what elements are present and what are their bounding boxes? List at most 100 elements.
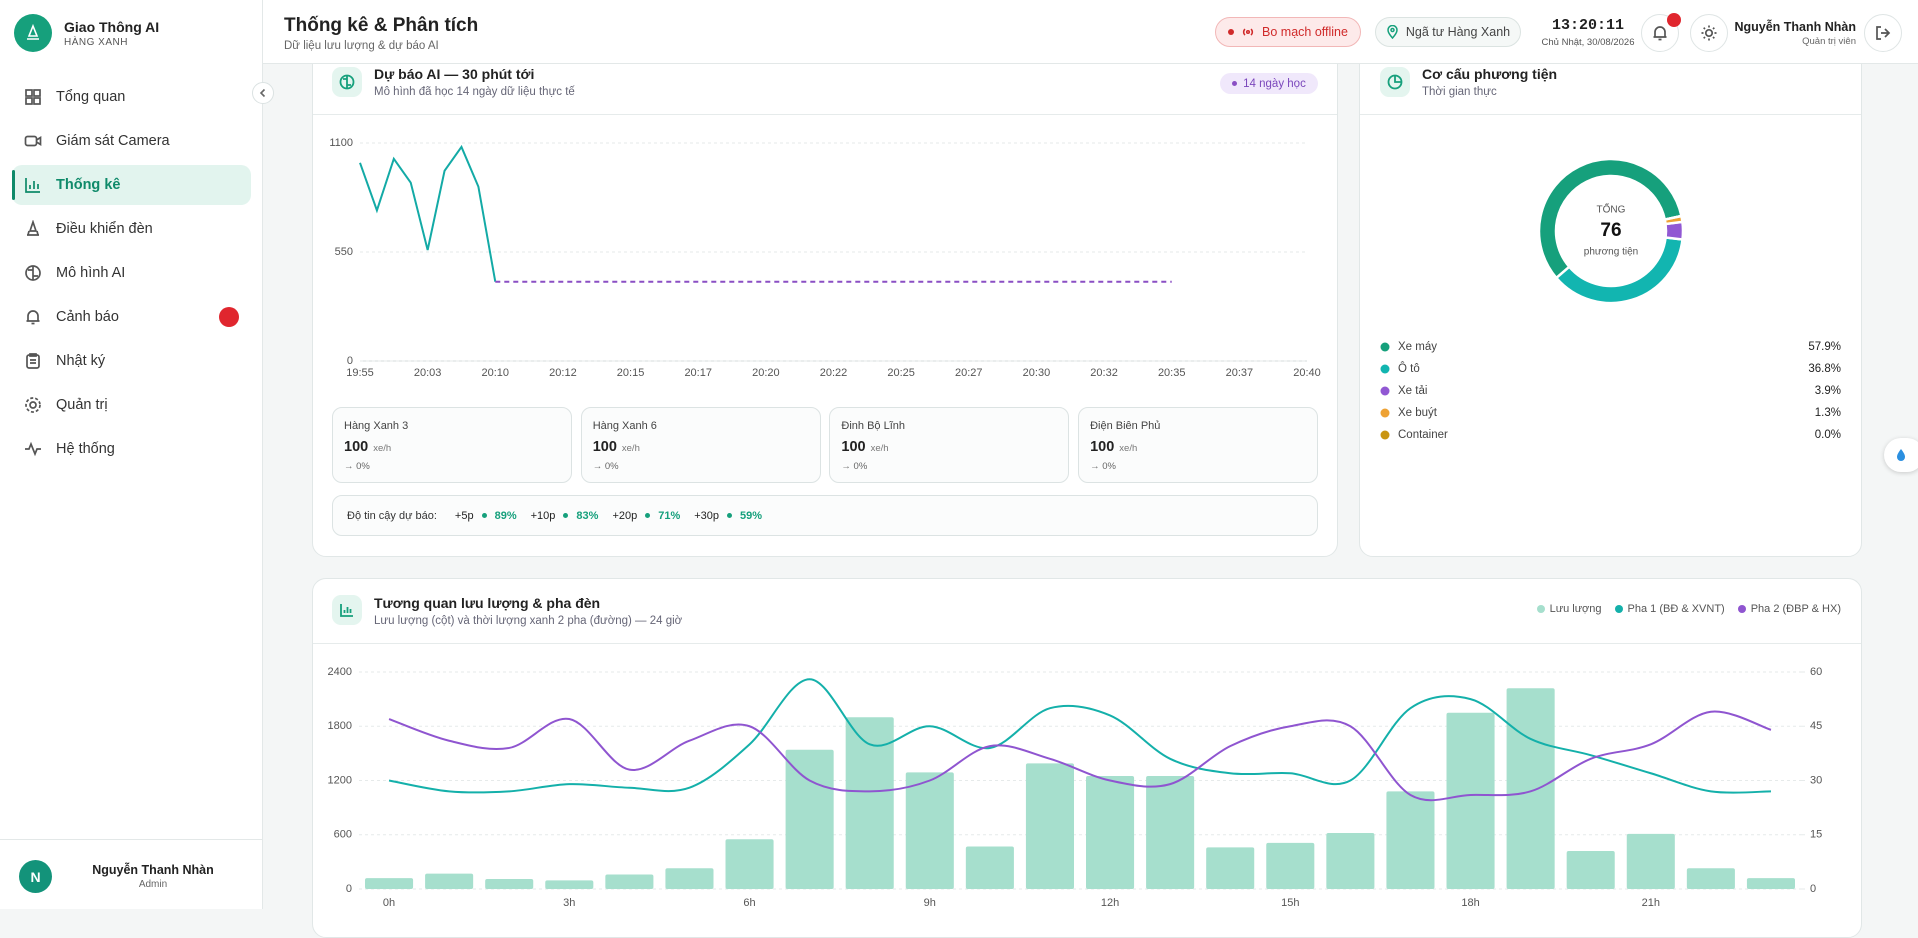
y-tick-label: 0 [346, 883, 352, 895]
sensor-card: Điện Biên Phủ 100 xe/h → 0% [1078, 407, 1319, 483]
nav-item[interactable]: Giám sát Camera [12, 121, 251, 161]
legend-item: Lưu lượng [1536, 603, 1602, 615]
collapse-button[interactable] [252, 82, 274, 104]
sensor-name: Hàng Xanh 6 [592, 420, 657, 432]
brand: Giao Thông AI [64, 19, 160, 35]
sensor-unit: xe/h [1119, 443, 1138, 454]
y-tick-label: 2400 [328, 666, 352, 678]
divider [0, 839, 263, 840]
donut-center-label: TỔNG [1597, 203, 1626, 216]
legend-value: 3.9% [1815, 385, 1841, 397]
confidence-value: 59% [740, 509, 763, 522]
theme-button[interactable] [1690, 14, 1728, 52]
legend-label: Xe tải [1398, 385, 1427, 397]
y-tick-label: 1100 [329, 137, 353, 149]
legend-swatch [1380, 364, 1390, 374]
x-tick-label: 20:40 [1293, 367, 1321, 379]
x-tick-label: 19:55 [346, 367, 374, 379]
sensor-name: Đinh Bộ Lĩnh [841, 420, 905, 432]
logout-button[interactable] [1864, 14, 1902, 52]
x-tick-label: 20:10 [482, 367, 510, 379]
user-role: Admin [138, 879, 168, 890]
bar [1326, 832, 1375, 889]
nav-item[interactable]: Tổng quan [12, 77, 251, 117]
confidence-horizon: +5p [454, 509, 474, 522]
divider [313, 114, 1337, 115]
nav-label: Điều khiển đèn [56, 221, 153, 237]
x-tick-label: 20:27 [955, 367, 983, 379]
sensor-reading: 100 xe/h [344, 439, 391, 455]
x-tick-label: 20:32 [1090, 367, 1118, 379]
y2-tick-label: 60 [1810, 666, 1822, 678]
x-tick-label: 9h [924, 897, 936, 909]
y-tick-label: 1200 [328, 774, 352, 786]
x-tick-label: 20:03 [414, 367, 442, 379]
nav-label: Tổng quan [56, 89, 126, 105]
sensor-value: 100 [592, 439, 617, 455]
bar [1746, 878, 1795, 889]
page-subtitle: Dữ liệu lưu lượng & dự báo AI [284, 40, 439, 52]
status-dot [1228, 29, 1235, 35]
sensor-card: Hàng Xanh 3 100 xe/h → 0% [332, 407, 572, 483]
active-indicator [12, 170, 15, 200]
x-tick-label: 20:15 [617, 367, 645, 379]
y-tick-label: 1800 [328, 720, 352, 732]
sensor-change: → 0% [1090, 461, 1116, 472]
bar [425, 873, 474, 889]
x-tick-label: 15h [1281, 897, 1299, 909]
nav-label: Hệ thống [56, 441, 115, 457]
notification-dot [1667, 13, 1681, 27]
floating-button[interactable] [1884, 438, 1918, 472]
confidence-box: Độ tin cậy dự báo: +5p 89% +10p 83% +20p 71% +… [332, 495, 1318, 536]
bar [1146, 775, 1195, 889]
nav-item[interactable]: Điều khiển đèn [12, 209, 251, 249]
confidence-dot [645, 513, 651, 518]
card-subtitle: Mô hình đã học 14 ngày dữ liệu thực tế [374, 86, 575, 98]
location-text: Ngã tư Hàng Xanh [1405, 25, 1511, 39]
header: Thống kê & Phân tích Dữ liệu lưu lượng &… [263, 0, 1918, 64]
x-tick-label: 20:17 [684, 367, 712, 379]
card-title: Dự báo AI — 30 phút tới [374, 66, 535, 82]
nav-item[interactable]: Mô hình AI [12, 253, 251, 293]
legend-item: Pha 1 (BĐ & XVNT) [1614, 603, 1725, 615]
nav-item[interactable]: Cảnh báo [12, 297, 251, 337]
legend-value: 1.3% [1815, 407, 1841, 419]
confidence-horizon: +30p [694, 509, 720, 522]
nav-item[interactable]: Thống kê [12, 165, 251, 205]
confidence-dot [727, 513, 733, 518]
nav-label: Mô hình AI [56, 265, 126, 281]
sensor-change: → 0% [841, 461, 868, 472]
x-tick-label: 20:35 [1158, 367, 1186, 379]
x-tick-label: 20:12 [549, 367, 577, 379]
header-user: Nguyễn Thanh Nhàn [1734, 20, 1856, 34]
nav-item[interactable]: Nhật ký [12, 341, 251, 381]
pin-icon [1387, 25, 1398, 39]
badge-dot [1232, 81, 1238, 86]
nav-item[interactable]: Hệ thống [12, 429, 251, 469]
divider [313, 643, 1861, 644]
sensor-unit: xe/h [621, 443, 640, 454]
bar [1386, 791, 1435, 889]
nav-item[interactable]: Quản trị [12, 385, 251, 425]
legend-label: Container [1398, 429, 1448, 441]
x-tick-label: 20:22 [820, 367, 848, 379]
legend-label: Ô tô [1398, 362, 1420, 375]
legend-swatch [1737, 605, 1746, 613]
y2-tick-label: 15 [1810, 829, 1822, 841]
legend-label: Pha 2 (ĐBP & HX) [1750, 603, 1841, 615]
legend-value: 36.8% [1808, 363, 1841, 375]
bar [1506, 688, 1555, 889]
forecast-icon [332, 67, 362, 97]
x-tick-label: 20:25 [887, 367, 915, 379]
location-badge[interactable]: Ngã tư Hàng Xanh [1375, 17, 1521, 47]
notification-button[interactable] [1641, 14, 1679, 52]
line-series [359, 144, 497, 282]
sidebar: Giao Thông AI HÀNG XANH Tổng quan Giám s… [0, 0, 263, 909]
legend-swatch [1380, 430, 1390, 440]
confidence-value: 71% [658, 509, 681, 522]
nav-label: Thống kê [56, 177, 121, 193]
legend: Lưu lượng Pha 1 (BĐ & XVNT) Pha 2 (ĐBP & H… [1536, 603, 1841, 615]
header-role: Quản trị viên [1802, 36, 1856, 47]
